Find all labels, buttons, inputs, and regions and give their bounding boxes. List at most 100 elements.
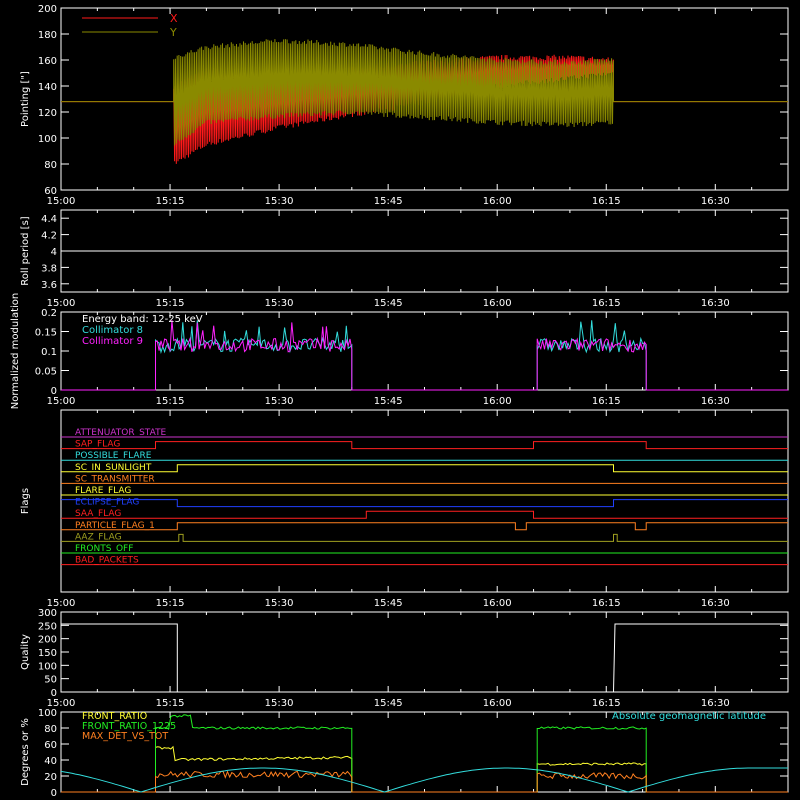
time-tick-label: 16:00 [483, 698, 512, 709]
pointing-ytick-label: 80 [44, 160, 57, 171]
pointing-ytick-label: 140 [38, 82, 57, 93]
quality-line [61, 623, 788, 693]
chart-labels: 15:00 15:15 15:30 15:45 16:00 16:15 16:30 60 80 1… [10, 4, 766, 799]
flag-label: AAZ_FLAG [75, 532, 122, 542]
time-tick-label: 15:15 [156, 698, 185, 709]
ratios-ytick-label: 60 [44, 740, 57, 751]
time-tick-label: 16:00 [483, 598, 512, 609]
pointing-legend-label: X [170, 12, 178, 25]
time-tick-label: 15:30 [265, 196, 294, 207]
time-tick-label: 15:15 [156, 196, 185, 207]
flag-label: FLARE_FLAG [75, 486, 131, 496]
time-tick-label: 16:30 [701, 396, 730, 407]
flags-ylabel: Flags [20, 488, 31, 514]
time-tick-label: 16:30 [701, 698, 730, 709]
modulation-legend-label: Collimator 9 [82, 336, 143, 347]
flag-label: SC_TRANSMITTER [75, 474, 155, 484]
ratios-ytick-label: 80 [44, 724, 57, 735]
time-tick-label: 16:00 [483, 396, 512, 407]
flag-label: ATTENUATOR_STATE [75, 428, 167, 438]
ratios-ytick-label: 0 [51, 788, 57, 799]
time-tick-label: 16:30 [701, 196, 730, 207]
roll-ytick-label: 3.8 [41, 263, 57, 274]
roll-ytick-label: 4 [51, 247, 57, 258]
flag-trace [61, 499, 788, 508]
flag-label: SAP_FLAG [75, 440, 120, 450]
time-tick-label: 15:30 [265, 698, 294, 709]
pointing-ylabel: Pointing ["] [20, 71, 31, 127]
time-tick-label: 15:30 [265, 298, 294, 309]
time-tick-label: 16:30 [701, 298, 730, 309]
quality-ytick-label: 300 [38, 608, 57, 619]
flag-trace [61, 533, 788, 542]
flag-label: BAD_PACKETS [75, 556, 139, 566]
flag-label: SAA_FLAG [75, 509, 121, 519]
quality-ytick-label: 200 [38, 635, 57, 646]
ratios-legend-label: FRONT_RATIO_1225 [82, 721, 176, 732]
flag-trace [61, 510, 788, 519]
flag-label: SC_IN_SUNLIGHT [75, 463, 152, 473]
pointing-ytick-label: 60 [44, 186, 57, 197]
ratios-ylabel: Degrees or % [20, 718, 31, 786]
ratios-legend-label-geomagnetic: Absolute geomagnetic latitude [612, 711, 766, 722]
quality-ylabel: Quality [20, 634, 31, 670]
time-tick-label: 15:30 [265, 598, 294, 609]
time-tick-label: 15:00 [47, 698, 76, 709]
modulation-series-collimator-8 [61, 320, 788, 391]
flag-label: FRONTS_OFF [75, 544, 133, 554]
roll-ytick-label: 4.2 [41, 231, 57, 242]
time-tick-label: 15:45 [374, 298, 403, 309]
quality-ytick-label: 50 [44, 675, 57, 686]
ratios-ytick-label: 40 [44, 756, 57, 767]
flag-label: ECLIPSE_FLAG [75, 498, 139, 508]
pointing-ytick-label: 180 [38, 30, 57, 41]
ratios-legend-label: FRONT_RATIO [82, 711, 147, 722]
time-tick-label: 16:30 [701, 598, 730, 609]
flag-trace [61, 464, 788, 473]
quality-ytick-label: 0 [51, 688, 57, 699]
modulation-legend-label: Energy band: 12-25 keV [82, 314, 203, 325]
pointing-series-y [61, 39, 788, 146]
flag-label: POSSIBLE_FLARE [75, 451, 152, 461]
time-tick-label: 16:15 [592, 698, 621, 709]
time-tick-label: 16:00 [483, 298, 512, 309]
roll-ylabel: Roll period [s] [20, 216, 31, 285]
flag-trace [61, 522, 788, 531]
pointing-ytick-label: 160 [38, 56, 57, 67]
quality-ytick-label: 150 [38, 648, 57, 659]
modulation-legend-label: Collimator 8 [82, 325, 143, 336]
flag-label: PARTICLE_FLAG_1 [75, 521, 155, 531]
ratios-series-absolute-geomagnetic-latitude [60, 767, 788, 793]
modulation-ylabel: Normalized modulation [10, 293, 21, 410]
quality-ytick-label: 250 [38, 621, 57, 632]
modulation-ytick-label: 0.15 [35, 328, 57, 339]
ratios-ytick-label: 20 [44, 772, 57, 783]
modulation-ytick-label: 0.2 [41, 308, 57, 319]
modulation-ytick-label: 0.05 [35, 367, 57, 378]
modulation-series-collimator-9 [61, 320, 788, 391]
roll-ytick-label: 4.4 [41, 214, 57, 225]
quality-ytick-label: 100 [38, 661, 57, 672]
time-tick-label: 16:15 [592, 196, 621, 207]
time-tick-label: 15:00 [47, 196, 76, 207]
time-tick-label: 15:45 [374, 396, 403, 407]
pointing-ytick-label: 100 [38, 134, 57, 145]
ratios-ytick-label: 100 [38, 708, 57, 719]
ratios-series-front-ratio-1225 [61, 714, 788, 793]
pointing-ytick-label: 200 [38, 4, 57, 15]
time-tick-label: 16:15 [592, 298, 621, 309]
roll-ytick-label: 3.6 [41, 280, 57, 291]
modulation-ytick-label: 0 [51, 386, 57, 397]
modulation-ytick-label: 0.1 [41, 347, 57, 358]
time-tick-label: 15:45 [374, 698, 403, 709]
time-tick-label: 15:00 [47, 396, 76, 407]
time-tick-label: 16:00 [483, 196, 512, 207]
time-tick-label: 16:15 [592, 396, 621, 407]
time-tick-label: 16:15 [592, 598, 621, 609]
pointing-ytick-label: 120 [38, 108, 57, 119]
time-tick-label: 15:00 [47, 598, 76, 609]
time-tick-label: 15:30 [265, 396, 294, 407]
flag-trace [61, 441, 788, 450]
time-tick-label: 15:00 [47, 298, 76, 309]
